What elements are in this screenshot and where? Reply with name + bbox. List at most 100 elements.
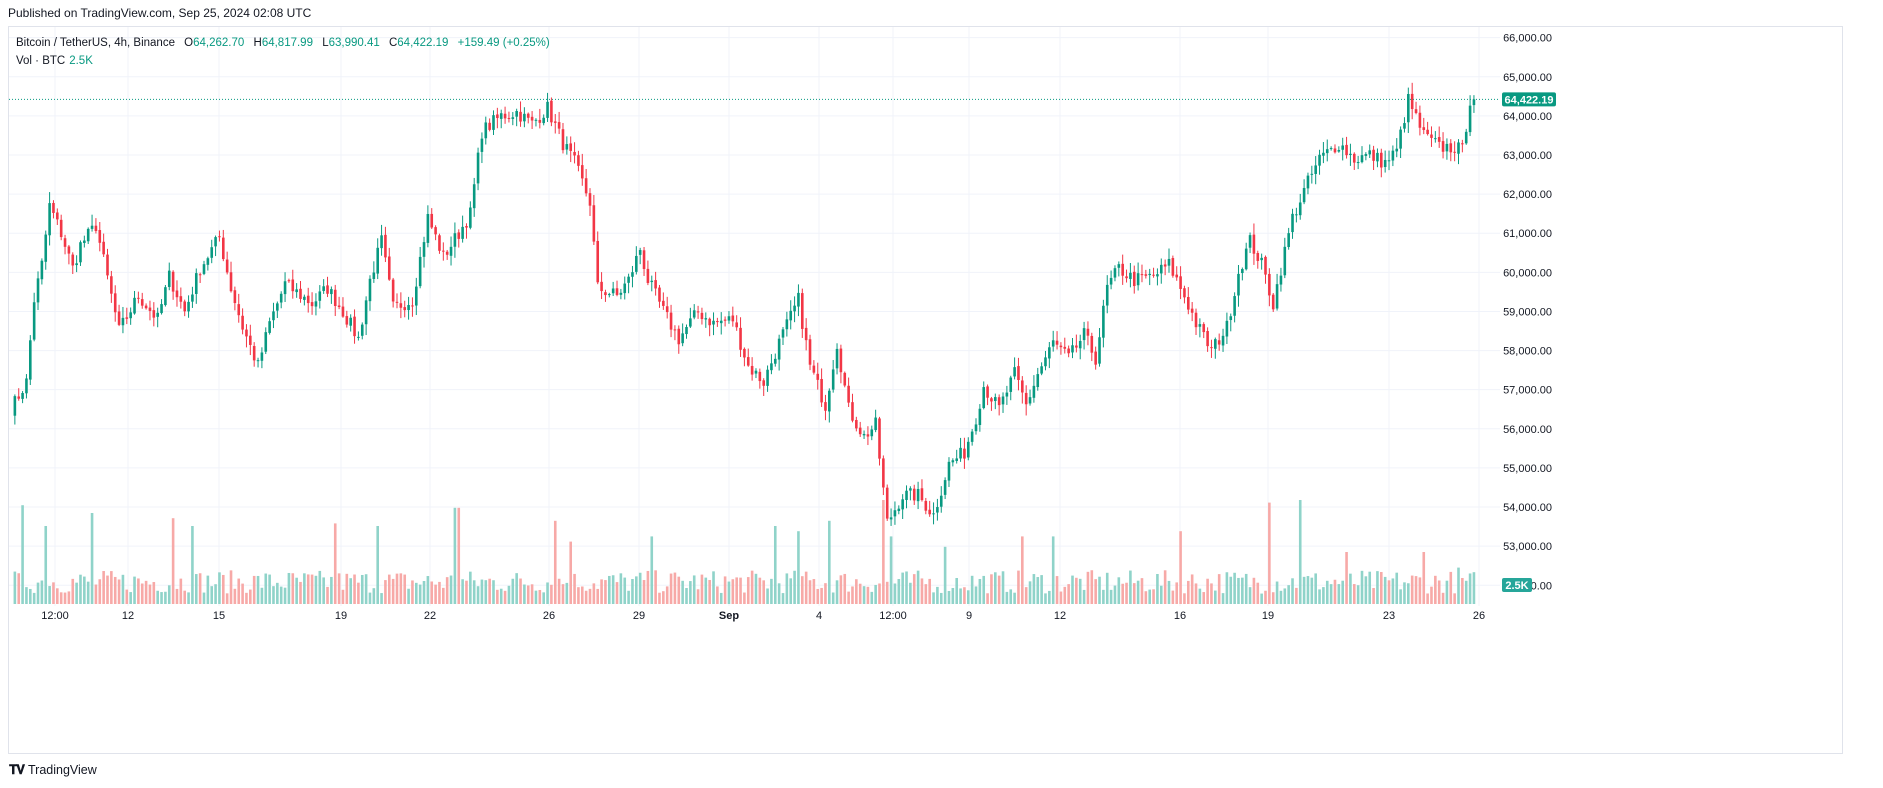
volume-bar bbox=[256, 575, 260, 604]
volume-bar bbox=[1457, 567, 1460, 604]
candle-body bbox=[198, 274, 202, 276]
volume-bar bbox=[1198, 588, 1202, 604]
candle-body bbox=[391, 279, 395, 302]
candle-body bbox=[1302, 187, 1306, 203]
volume-bar bbox=[773, 526, 777, 604]
volume-label[interactable]: Vol · BTC bbox=[16, 55, 66, 67]
candle-body bbox=[804, 327, 808, 341]
candle-body bbox=[171, 271, 175, 292]
volume-bar bbox=[1368, 571, 1372, 604]
candle-body bbox=[777, 338, 781, 360]
volume-bar bbox=[978, 578, 982, 604]
candle-body bbox=[380, 235, 383, 249]
volume-bar bbox=[808, 580, 812, 604]
volume-bar bbox=[835, 580, 839, 604]
candle-body bbox=[472, 184, 476, 209]
volume-bar bbox=[1032, 574, 1036, 604]
candle-body bbox=[167, 270, 171, 288]
candle-body bbox=[1113, 268, 1117, 278]
candle-body bbox=[561, 129, 565, 151]
volume-bar bbox=[816, 588, 820, 604]
volume-bar bbox=[496, 589, 499, 604]
candle-body bbox=[1244, 248, 1248, 270]
volume-bar bbox=[1337, 584, 1341, 604]
y-tick-label: 60,000.00 bbox=[1503, 267, 1552, 279]
volume-bar bbox=[430, 581, 434, 604]
candle-body bbox=[345, 316, 349, 325]
x-tick-label: 26 bbox=[1473, 610, 1485, 622]
volume-bar bbox=[40, 580, 44, 604]
candle-body bbox=[125, 317, 129, 319]
volume-bar bbox=[1391, 578, 1395, 604]
volume-bar bbox=[86, 581, 90, 604]
candle-body bbox=[735, 322, 738, 328]
candle-body bbox=[1268, 273, 1271, 296]
volume-bar bbox=[1318, 589, 1321, 604]
candle-body bbox=[29, 340, 32, 380]
volume-bar bbox=[955, 578, 958, 604]
candle-body bbox=[974, 424, 978, 432]
candle-body bbox=[71, 254, 75, 266]
x-tick-label: 12 bbox=[1054, 610, 1066, 622]
candle-body bbox=[1356, 162, 1360, 164]
volume-bar bbox=[1117, 577, 1121, 604]
volume-bar bbox=[824, 583, 827, 604]
volume-bar bbox=[1221, 593, 1225, 604]
y-tick-label: 66,000.00 bbox=[1503, 33, 1552, 45]
symbol-label[interactable]: Bitcoin / TetherUS, 4h, Binance bbox=[16, 37, 175, 49]
volume-bar bbox=[152, 582, 156, 604]
volume-bar bbox=[1395, 572, 1399, 604]
volume-bar bbox=[689, 581, 692, 604]
volume-bar bbox=[1017, 570, 1020, 604]
close-label: C bbox=[388, 37, 398, 49]
volume-bar bbox=[1345, 552, 1348, 604]
candle-body bbox=[241, 315, 244, 330]
candle-body bbox=[376, 247, 379, 274]
volume-bar bbox=[94, 584, 98, 604]
volume-bar bbox=[893, 583, 897, 604]
candle-body bbox=[565, 144, 569, 150]
x-tick-label: 22 bbox=[424, 610, 436, 622]
tradingview-footer[interactable]: 𝐓𝐕 TradingView bbox=[9, 762, 97, 778]
volume-bar bbox=[916, 570, 920, 604]
volume-bar bbox=[608, 575, 611, 604]
candle-body bbox=[399, 303, 403, 308]
volume-bar bbox=[1383, 576, 1387, 604]
chart-frame[interactable] bbox=[8, 26, 1843, 754]
candle-body bbox=[1407, 93, 1410, 123]
volume-bar bbox=[1102, 589, 1105, 604]
candle-body bbox=[1048, 347, 1051, 359]
volume-bar bbox=[1426, 593, 1429, 604]
volume-bar bbox=[831, 592, 835, 604]
candle-body bbox=[936, 507, 939, 513]
volume-bar bbox=[588, 588, 592, 604]
candle-body bbox=[426, 213, 430, 243]
candle-body bbox=[299, 288, 302, 299]
volume-bar bbox=[1310, 577, 1314, 604]
candle-body bbox=[52, 202, 55, 213]
volume-bar bbox=[1329, 584, 1333, 604]
volume-bar bbox=[376, 526, 379, 604]
volume-bar bbox=[1472, 572, 1476, 604]
volume-bar bbox=[584, 590, 588, 604]
candle-body bbox=[44, 234, 48, 262]
volume-bar bbox=[276, 582, 279, 604]
volume-bar bbox=[56, 588, 59, 604]
volume-bar bbox=[1225, 572, 1229, 604]
candle-body bbox=[187, 301, 190, 312]
volume-bar bbox=[411, 580, 414, 604]
candle-body bbox=[990, 398, 993, 402]
volume-bar bbox=[341, 589, 345, 604]
candle-body bbox=[1117, 264, 1121, 268]
volume-bar bbox=[48, 586, 51, 604]
volume-bar bbox=[44, 526, 48, 604]
candle-body bbox=[542, 117, 545, 124]
volume-bar bbox=[461, 579, 464, 604]
volume-badge bbox=[1502, 578, 1532, 592]
volume-bar bbox=[1403, 582, 1406, 604]
volume-bar bbox=[1352, 584, 1356, 604]
x-tick-label: 9 bbox=[966, 610, 972, 622]
volume-bar bbox=[318, 570, 322, 604]
volume-bar bbox=[700, 574, 704, 604]
